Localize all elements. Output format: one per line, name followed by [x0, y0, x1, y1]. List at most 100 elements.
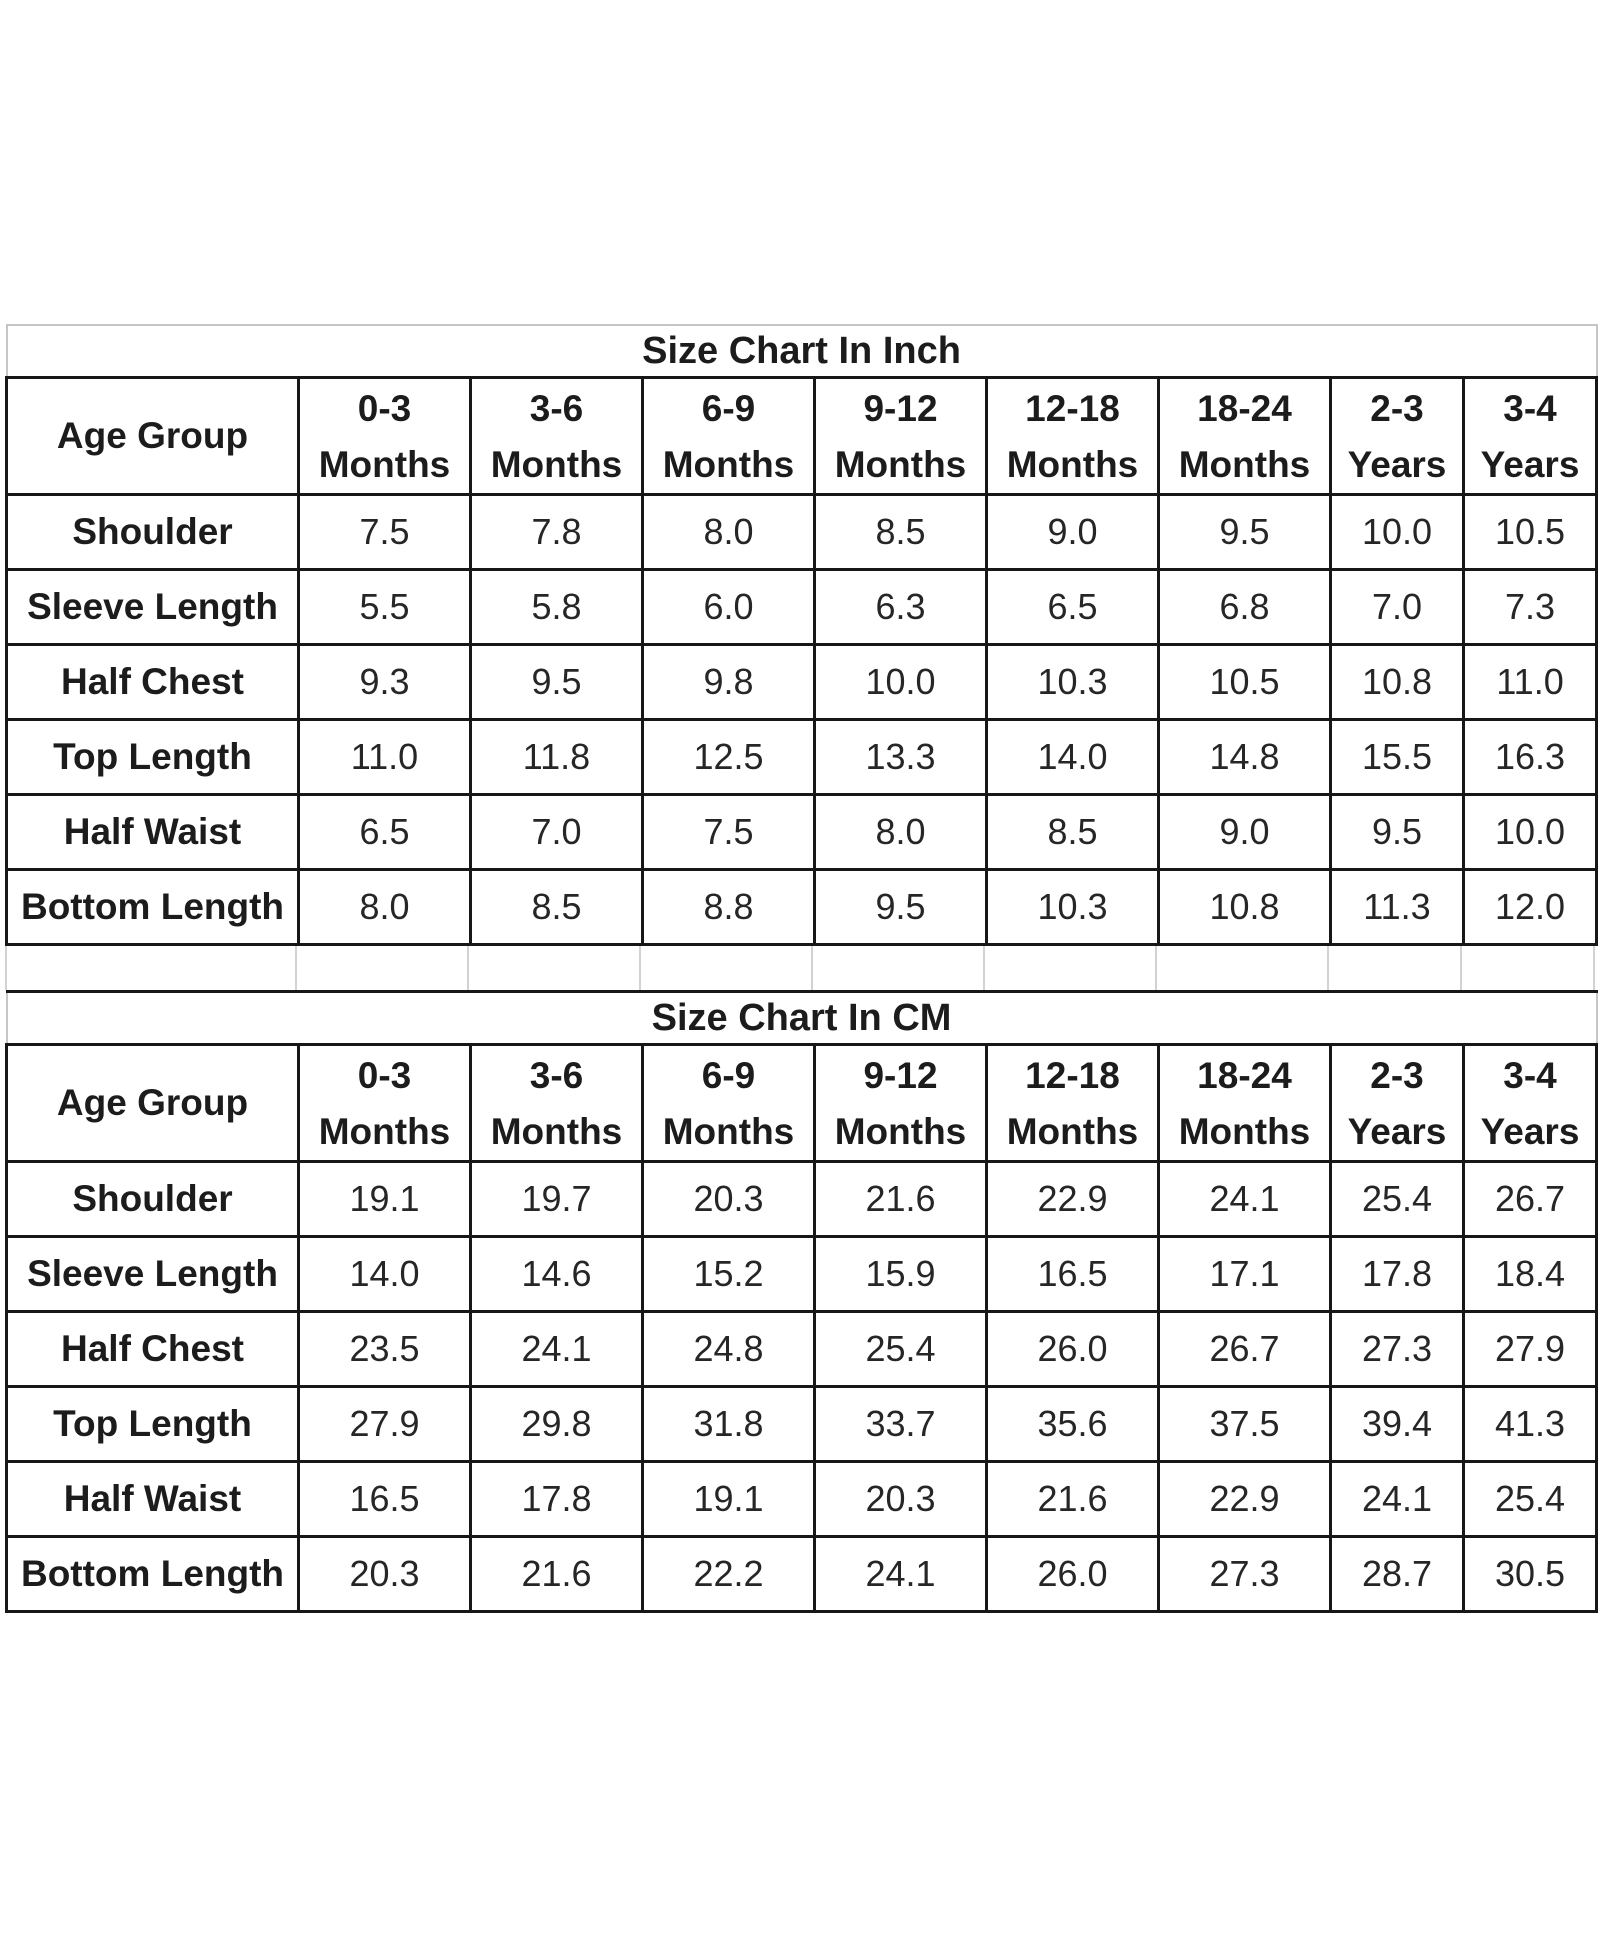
- size-value: 16.3: [1461, 718, 1599, 796]
- size-value: 15.5: [1329, 718, 1465, 796]
- size-value: 17.8: [469, 1460, 644, 1538]
- size-value: 24.1: [469, 1310, 644, 1388]
- size-value: 11.3: [1329, 868, 1465, 946]
- size-value: 9.3: [297, 643, 472, 721]
- size-value: 29.8: [469, 1385, 644, 1463]
- size-value: 10.5: [1157, 643, 1332, 721]
- size-value: 10.8: [1157, 868, 1332, 946]
- size-value: 25.4: [813, 1310, 988, 1388]
- size-value: 25.4: [1461, 1460, 1599, 1538]
- size-value: 8.5: [985, 793, 1160, 871]
- size-value: 20.3: [641, 1160, 816, 1238]
- age-unit-label: Months: [490, 443, 623, 485]
- size-value: 13.3: [813, 718, 988, 796]
- size-value: 22.9: [1157, 1460, 1332, 1538]
- size-value: 12.5: [641, 718, 816, 796]
- size-value: 14.0: [985, 718, 1160, 796]
- size-value: 21.6: [985, 1460, 1160, 1538]
- table-title: Size Chart In Inch: [5, 324, 1598, 379]
- size-value: 31.8: [641, 1385, 816, 1463]
- age-unit-label: Months: [1178, 443, 1311, 485]
- size-value: 33.7: [813, 1385, 988, 1463]
- size-value: 7.0: [1329, 568, 1465, 646]
- size-chart-cm-table: Size Chart In CM Age Group 0-3 Months 3-6 Mon…: [5, 990, 1599, 1613]
- size-value: 27.9: [297, 1385, 472, 1463]
- measurement-label: Sleeve Length: [5, 1235, 300, 1313]
- age-range-label: 9-12: [863, 1055, 938, 1097]
- size-value: 28.7: [1329, 1535, 1465, 1613]
- size-value: 8.8: [641, 868, 816, 946]
- table-row: Bottom Length 20.3 21.6 22.2 24.1 26.0 27.3 28.…: [5, 1535, 1599, 1613]
- measurement-label: Bottom Length: [5, 868, 300, 946]
- size-value: 10.0: [1461, 793, 1599, 871]
- size-value: 7.5: [297, 493, 472, 571]
- table-row: Half Waist 16.5 17.8 19.1 20.3 21.6 22.9 24.1 25…: [5, 1460, 1599, 1538]
- table-title-row: Size Chart In Inch: [5, 324, 1598, 379]
- size-value: 19.7: [469, 1160, 644, 1238]
- age-column-header: 3-4 Years: [1461, 376, 1599, 496]
- age-unit-label: Years: [1480, 443, 1580, 485]
- table-title: Size Chart In CM: [5, 990, 1598, 1046]
- size-value: 15.9: [813, 1235, 988, 1313]
- size-value: 8.0: [641, 493, 816, 571]
- size-value: 12.0: [1461, 868, 1599, 946]
- size-value: 20.3: [297, 1535, 472, 1613]
- size-value: 7.3: [1461, 568, 1599, 646]
- age-column-header: 12-18 Months: [985, 1043, 1160, 1163]
- measurement-label: Half Waist: [5, 1460, 300, 1538]
- age-unit-label: Months: [1006, 443, 1139, 485]
- size-value: 9.5: [469, 643, 644, 721]
- age-column-header: 3-4 Years: [1461, 1043, 1599, 1163]
- size-value: 11.0: [1461, 643, 1599, 721]
- age-range-label: 2-3: [1370, 1055, 1424, 1097]
- age-column-header: 2-3 Years: [1329, 376, 1465, 496]
- age-range-label: 12-18: [1025, 388, 1120, 430]
- size-value: 8.5: [813, 493, 988, 571]
- age-column-header: 9-12 Months: [813, 376, 988, 496]
- size-value: 6.3: [813, 568, 988, 646]
- size-chart-inch-table: Size Chart In Inch Age Group 0-3 Months 3-6 M…: [5, 324, 1599, 946]
- age-unit-label: Years: [1347, 443, 1447, 485]
- age-range-label: 2-3: [1370, 388, 1424, 430]
- size-value: 27.3: [1329, 1310, 1465, 1388]
- size-value: 21.6: [469, 1535, 644, 1613]
- age-unit-label: Months: [662, 1110, 795, 1152]
- table-row: Sleeve Length 5.5 5.8 6.0 6.3 6.5 6.8 7.0 7.3: [5, 568, 1599, 646]
- size-value: 24.8: [641, 1310, 816, 1388]
- age-range-label: 9-12: [863, 388, 938, 430]
- age-unit-label: Months: [834, 443, 967, 485]
- size-value: 23.5: [297, 1310, 472, 1388]
- age-column-header: 6-9 Months: [641, 1043, 816, 1163]
- size-value: 26.0: [985, 1310, 1160, 1388]
- size-value: 22.9: [985, 1160, 1160, 1238]
- size-value: 19.1: [297, 1160, 472, 1238]
- age-range-label: 0-3: [357, 1055, 412, 1097]
- age-group-header: Age Group: [5, 1043, 300, 1163]
- age-column-header: 18-24 Months: [1157, 376, 1332, 496]
- age-column-header: 12-18 Months: [985, 376, 1160, 496]
- size-value: 10.5: [1461, 493, 1599, 571]
- spacer-cell: [1329, 946, 1462, 990]
- size-value: 6.5: [297, 793, 472, 871]
- measurement-label: Bottom Length: [5, 1535, 300, 1613]
- size-value: 7.0: [469, 793, 644, 871]
- age-range-label: 3-6: [529, 388, 584, 430]
- size-value: 9.5: [813, 868, 988, 946]
- table-header-row: Age Group 0-3 Months 3-6 Months 6-9 Months 9-12…: [5, 376, 1599, 496]
- size-value: 15.2: [641, 1235, 816, 1313]
- measurement-label: Top Length: [5, 1385, 300, 1463]
- size-value: 14.0: [297, 1235, 472, 1313]
- size-value: 8.5: [469, 868, 644, 946]
- table-row: Shoulder 7.5 7.8 8.0 8.5 9.0 9.5 10.0 10.5: [5, 493, 1599, 571]
- size-value: 26.7: [1461, 1160, 1599, 1238]
- age-column-header: 0-3 Months: [297, 376, 472, 496]
- size-value: 10.3: [985, 868, 1160, 946]
- size-value: 27.3: [1157, 1535, 1332, 1613]
- size-value: 11.8: [469, 718, 644, 796]
- age-unit-label: Months: [662, 443, 795, 485]
- size-value: 39.4: [1329, 1385, 1465, 1463]
- size-value: 8.0: [813, 793, 988, 871]
- measurement-label: Sleeve Length: [5, 568, 300, 646]
- size-value: 14.6: [469, 1235, 644, 1313]
- size-value: 7.5: [641, 793, 816, 871]
